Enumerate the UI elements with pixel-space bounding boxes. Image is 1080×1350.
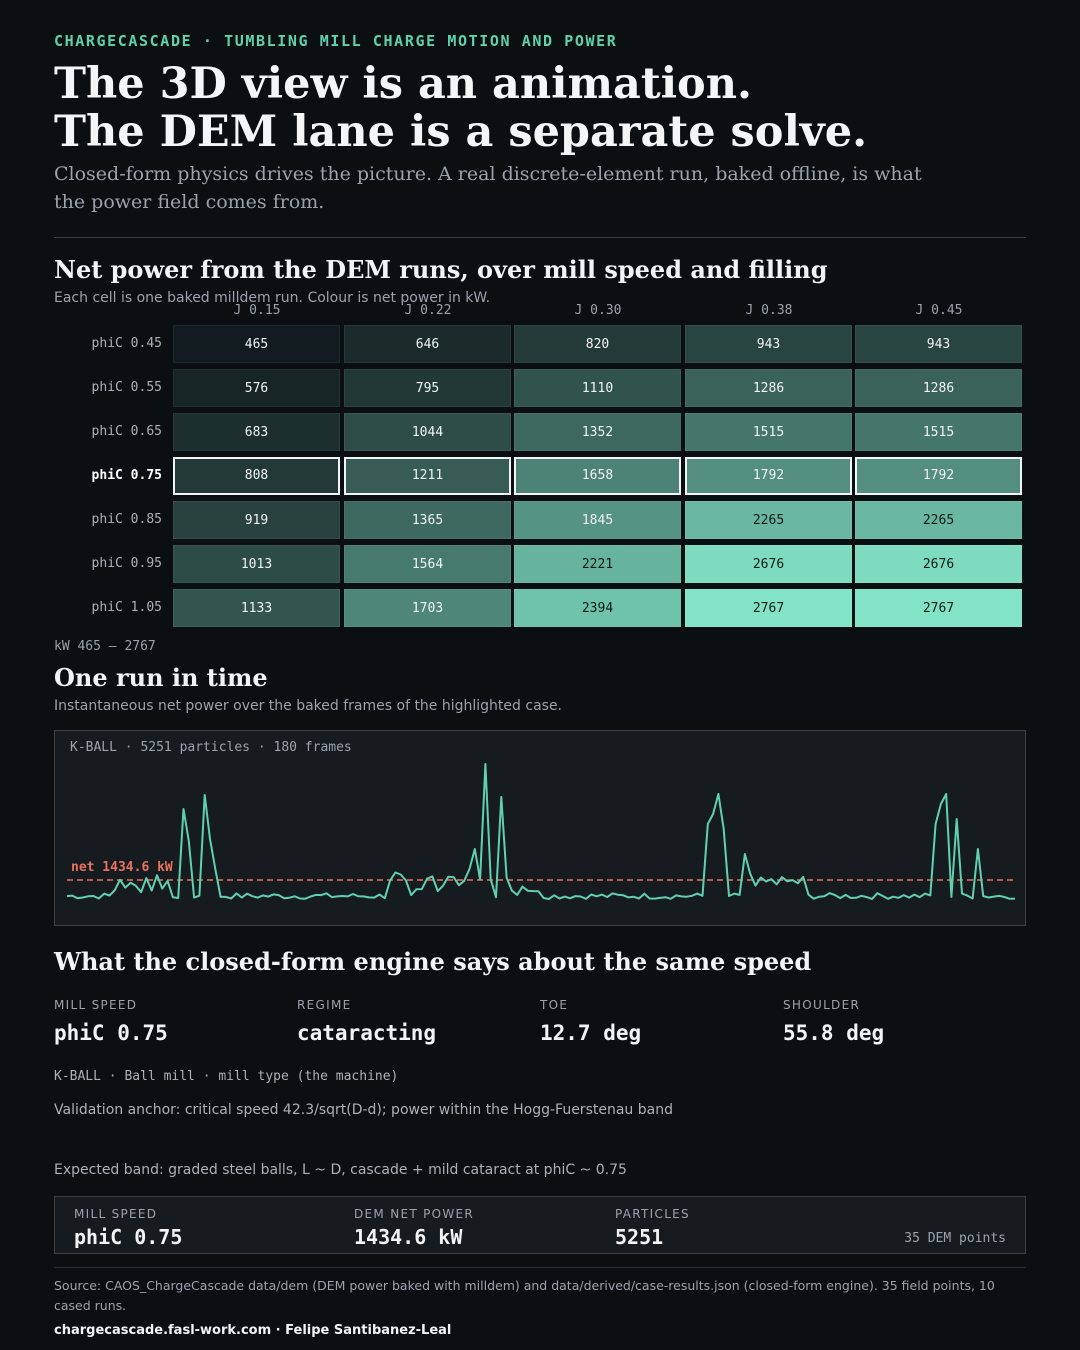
heatmap-cell: 1044 bbox=[344, 413, 511, 451]
stat-value: cataracting bbox=[297, 1021, 437, 1045]
heatmap-cell: 943 bbox=[685, 325, 852, 363]
heatmap-column-header: J 0.22 bbox=[404, 303, 452, 318]
kicker: CHARGECASCADE · TUMBLING MILL CHARGE MOT… bbox=[54, 32, 618, 50]
heatmap-cell: 1013 bbox=[173, 545, 340, 583]
heatmap-cell: 1352 bbox=[514, 413, 681, 451]
heatmap-cell: 1792 bbox=[685, 457, 852, 495]
heatmap-row-label: phiC 0.95 bbox=[91, 556, 162, 571]
stat-value: phiC 0.75 bbox=[54, 1021, 168, 1045]
heatmap-cell: 1564 bbox=[344, 545, 511, 583]
heatmap-cell: 919 bbox=[173, 501, 340, 539]
heatmap-row-label: phiC 0.45 bbox=[91, 336, 162, 351]
timeseries-panel: K-BALL · 5251 particles · 180 frames net… bbox=[54, 730, 1026, 926]
summary-power-value: 1434.6 kW bbox=[354, 1225, 463, 1249]
heatmap-column-header: J 0.45 bbox=[915, 303, 963, 318]
points-note: 35 DEM points bbox=[904, 1231, 1006, 1246]
summary-power-label: DEM NET POWER bbox=[354, 1207, 475, 1221]
summary-speed-value: phiC 0.75 bbox=[74, 1225, 183, 1249]
heatmap-row-label: phiC 1.05 bbox=[91, 600, 162, 615]
stat-label: REGIME bbox=[297, 998, 352, 1012]
stat-toe: TOE 12.7 deg bbox=[540, 998, 641, 1045]
validation-anchor: Validation anchor: critical speed 42.3/s… bbox=[54, 1102, 673, 1118]
heatmap-cell: 576 bbox=[173, 369, 340, 407]
heatmap-row-label: phiC 0.75 bbox=[91, 468, 162, 483]
timeseries-subtitle: Instantaneous net power over the baked f… bbox=[54, 698, 563, 714]
heatmap-cell: 465 bbox=[173, 325, 340, 363]
source-note: Source: CAOS_ChargeCascade data/dem (DEM… bbox=[54, 1278, 995, 1313]
heatmap-cell: 1658 bbox=[514, 457, 681, 495]
summary-speed-label: MILL SPEED bbox=[74, 1207, 158, 1221]
timeseries-title: One run in time bbox=[54, 663, 268, 692]
heatmap-cell: 808 bbox=[173, 457, 340, 495]
heatmap-cell: 820 bbox=[514, 325, 681, 363]
heatmap-cell: 2265 bbox=[685, 501, 852, 539]
stat-regime: REGIME cataracting bbox=[297, 998, 436, 1045]
headline-line-1: The 3D view is an animation. bbox=[54, 59, 752, 109]
machine-line: K-BALL · Ball mill · mill type (the mach… bbox=[54, 1069, 399, 1084]
heatmap-title: Net power from the DEM runs, over mill s… bbox=[54, 255, 828, 284]
stat-value: 12.7 deg bbox=[540, 1021, 642, 1045]
heatmap-subtitle: Each cell is one baked milldem run. Colo… bbox=[54, 290, 491, 306]
summary-box: MILL SPEED phiC 0.75 DEM NET POWER 1434.… bbox=[54, 1196, 1026, 1254]
heatmap-column-header: J 0.30 bbox=[574, 303, 622, 318]
heatmap-column-header: J 0.15 bbox=[233, 303, 281, 318]
heatmap-cell: 1286 bbox=[855, 369, 1022, 407]
summary-particles-value: 5251 bbox=[615, 1225, 664, 1249]
heatmap-cell: 1211 bbox=[344, 457, 511, 495]
heatmap-cell: 2676 bbox=[685, 545, 852, 583]
headline-line-2: The DEM lane is a separate solve. bbox=[54, 107, 868, 157]
heatmap-cell: 1792 bbox=[855, 457, 1022, 495]
summary-particles-label: PARTICLES bbox=[615, 1207, 690, 1221]
stat-label: MILL SPEED bbox=[54, 998, 138, 1012]
heatmap-cell: 1133 bbox=[173, 589, 340, 627]
lede: Closed-form physics drives the picture. … bbox=[54, 163, 922, 213]
credit-line: chargecascade.fasl-work.com · Felipe San… bbox=[54, 1323, 452, 1338]
heatmap-cell: 1286 bbox=[685, 369, 852, 407]
divider bbox=[54, 237, 1026, 238]
heatmap-cell: 1515 bbox=[685, 413, 852, 451]
heatmap-cell: 1515 bbox=[855, 413, 1022, 451]
heatmap-cell: 2394 bbox=[514, 589, 681, 627]
panel-label: K-BALL · 5251 particles · 180 frames bbox=[70, 740, 352, 755]
power-trace bbox=[66, 763, 1016, 900]
heatmap-cell: 1703 bbox=[344, 589, 511, 627]
heatmap-cell: 943 bbox=[855, 325, 1022, 363]
net-power-label: net 1434.6 kW bbox=[71, 860, 173, 875]
stat-label: TOE bbox=[540, 998, 569, 1012]
heatmap-cell: 2265 bbox=[855, 501, 1022, 539]
power-timeseries-chart: net 1434.6 kW bbox=[66, 763, 1016, 900]
heatmap-row-label: phiC 0.85 bbox=[91, 512, 162, 527]
footer-divider bbox=[54, 1267, 1026, 1268]
heatmap-cell: 2676 bbox=[855, 545, 1022, 583]
heatmap-cell: 1365 bbox=[344, 501, 511, 539]
heatmap-cell: 2221 bbox=[514, 545, 681, 583]
stat-mill-speed: MILL SPEED phiC 0.75 bbox=[54, 998, 168, 1045]
stat-label: SHOULDER bbox=[783, 998, 861, 1012]
heatmap-row-label: phiC 0.65 bbox=[91, 424, 162, 439]
heatmap-column-header: J 0.38 bbox=[745, 303, 793, 318]
stat-value: 55.8 deg bbox=[783, 1021, 885, 1045]
heatmap-cell: 2767 bbox=[855, 589, 1022, 627]
heatmap-cell: 683 bbox=[173, 413, 340, 451]
stat-shoulder: SHOULDER 55.8 deg bbox=[783, 998, 884, 1045]
heatmap-cell: 795 bbox=[344, 369, 511, 407]
headline: The 3D view is an animation. The DEM lan… bbox=[54, 60, 867, 156]
heatmap-cell: 1110 bbox=[514, 369, 681, 407]
heatmap-row-label: phiC 0.55 bbox=[91, 380, 162, 395]
heatmap-cell: 646 bbox=[344, 325, 511, 363]
heatmap-range: kW 465 – 2767 bbox=[54, 639, 156, 654]
engine-title: What the closed-form engine says about t… bbox=[54, 947, 812, 976]
expected-band: Expected band: graded steel balls, L ~ D… bbox=[54, 1162, 627, 1178]
heatmap-cell: 1845 bbox=[514, 501, 681, 539]
heatmap-cell: 2767 bbox=[685, 589, 852, 627]
